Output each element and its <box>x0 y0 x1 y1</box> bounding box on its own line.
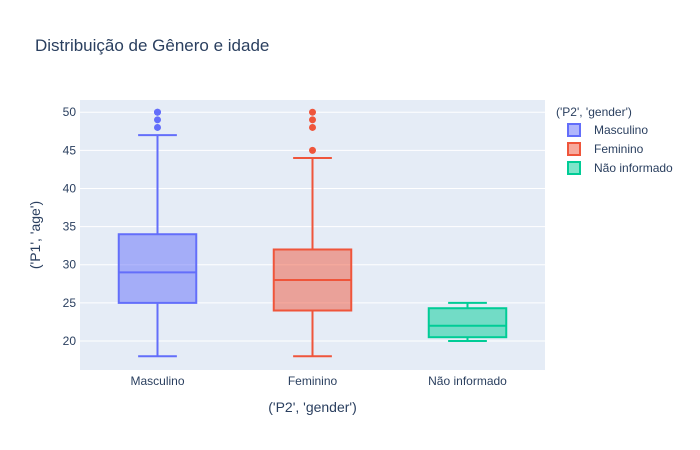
legend-swatch <box>567 142 581 156</box>
legend-label: Masculino <box>594 123 648 137</box>
legend-title: ('P2', 'gender') <box>556 105 632 119</box>
x-tick-label: Não informado <box>428 374 507 388</box>
legend-swatch <box>567 123 581 137</box>
y-tick-label: 45 <box>63 143 77 157</box>
y-tick-label: 50 <box>63 105 77 119</box>
legend-label: Feminino <box>594 142 644 156</box>
legend-item[interactable]: Masculino <box>567 123 648 137</box>
x-tick-label: Feminino <box>288 374 338 388</box>
outlier-point <box>154 108 161 116</box>
legend-swatch <box>567 161 581 175</box>
x-axis-title: ('P2', 'gender') <box>268 399 357 415</box>
y-tick-label: 35 <box>63 220 77 234</box>
legend-item[interactable]: Feminino <box>567 142 644 156</box>
y-tick-label: 40 <box>63 181 77 195</box>
outlier-point <box>309 116 316 124</box>
box-iqr <box>117 233 198 304</box>
x-tick-label: Masculino <box>130 374 184 388</box>
box-series <box>117 108 508 358</box>
y-tick-label: 30 <box>63 258 77 272</box>
box-não-informado <box>427 301 508 343</box>
y-tick-label: 25 <box>63 296 77 310</box>
box-iqr <box>427 307 508 339</box>
legend-item[interactable]: Não informado <box>567 161 673 175</box>
outlier-point <box>309 123 316 131</box>
outlier-point <box>154 123 161 131</box>
outlier-point <box>309 146 316 154</box>
box-feminino <box>272 108 353 358</box>
outlier-point <box>309 108 316 116</box>
y-axis-ticks: 20 25 30 35 40 45 50 <box>63 105 77 348</box>
x-axis-ticks: Masculino Feminino Não informado <box>130 374 507 388</box>
legend-label: Não informado <box>594 161 673 175</box>
y-axis-title: ('P1', 'age') <box>27 201 43 269</box>
legend: ('P2', 'gender') Masculino Feminino Não in… <box>556 105 673 175</box>
y-tick-label: 20 <box>63 334 77 348</box>
chart-title: Distribuição de Gênero e idade <box>35 36 269 55</box>
outlier-point <box>154 116 161 124</box>
box-masculino <box>117 108 198 358</box>
